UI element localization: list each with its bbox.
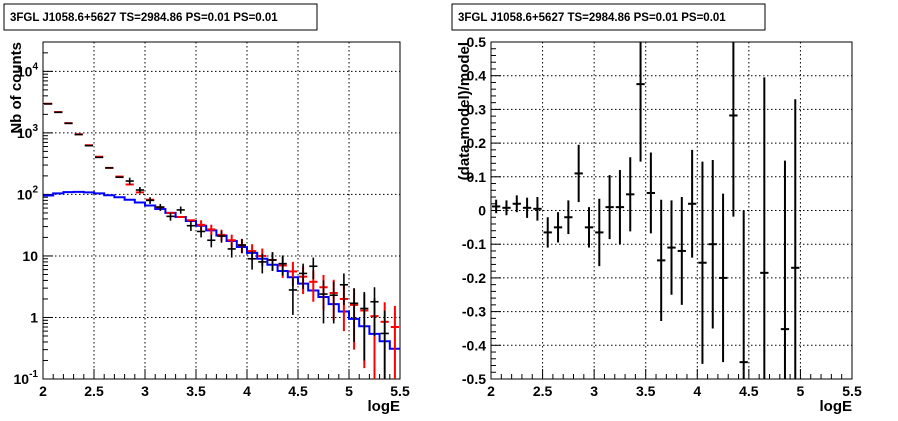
- y-tick-label: 10-1: [14, 369, 39, 387]
- x-tick-label: 2.5: [533, 383, 553, 399]
- y-tick-label: 0.3: [467, 101, 487, 117]
- x-tick-label: 3.5: [636, 383, 656, 399]
- x-tick-label: 2: [487, 383, 495, 399]
- y-axis-title: (data-model)/model: [456, 42, 473, 180]
- y-tick-label: -0.3: [462, 304, 486, 320]
- x-tick-label: 4.5: [739, 383, 759, 399]
- x-tick-label: 5.5: [842, 383, 862, 399]
- y-tick-label: -0.4: [462, 337, 486, 353]
- x-tick-label: 5: [345, 383, 353, 399]
- y-tick-label: 103: [17, 123, 39, 141]
- y-tick-label: -0.2: [462, 270, 486, 286]
- x-tick-label: 5: [797, 383, 805, 399]
- y-tick-label: 0.4: [467, 68, 487, 84]
- title-box: [451, 3, 766, 31]
- y-axis-title: Nb of counts: [8, 42, 25, 134]
- x-tick-label: 4.5: [288, 383, 308, 399]
- y-tick-label: 104: [17, 61, 39, 79]
- x-tick-label: 3.5: [186, 383, 206, 399]
- x-tick-label: 2.5: [84, 383, 104, 399]
- y-tick-label: -0.5: [462, 371, 486, 387]
- y-tick-label: 0: [478, 203, 486, 219]
- y-tick-label: 0.1: [467, 169, 487, 185]
- x-tick-label: 4: [243, 383, 251, 399]
- y-tick-label: 1: [30, 309, 38, 325]
- counts-panel: 3FGL J1058.6+5627 TS=2984.86 PS=0.01 PS=…: [3, 3, 410, 415]
- y-tick-label: 10: [22, 248, 38, 264]
- x-tick-label: 5.5: [390, 383, 410, 399]
- x-axis-title: logE: [820, 398, 853, 415]
- y-tick-label: 0.5: [467, 34, 487, 50]
- chart-title: 3FGL J1058.6+5627 TS=2984.86 PS=0.01 PS=…: [458, 12, 726, 24]
- chart-title: 3FGL J1058.6+5627 TS=2984.86 PS=0.01 PS=…: [10, 12, 278, 24]
- x-axis-title: logE: [368, 398, 401, 415]
- residuals-panel: 3FGL J1058.6+5627 TS=2984.86 PS=0.01 PS=…: [451, 3, 862, 415]
- x-tick-label: 3: [590, 383, 598, 399]
- y-tick-label: -0.1: [462, 236, 486, 252]
- x-tick-label: 4: [693, 383, 701, 399]
- y-tick-label: 102: [17, 184, 39, 202]
- y-tick-label: 0.2: [467, 135, 487, 151]
- title-box: [3, 3, 318, 31]
- plot-frame: [42, 41, 401, 380]
- x-tick-label: 2: [39, 383, 47, 399]
- x-tick-label: 3: [141, 383, 149, 399]
- model-step-line: [43, 190, 400, 350]
